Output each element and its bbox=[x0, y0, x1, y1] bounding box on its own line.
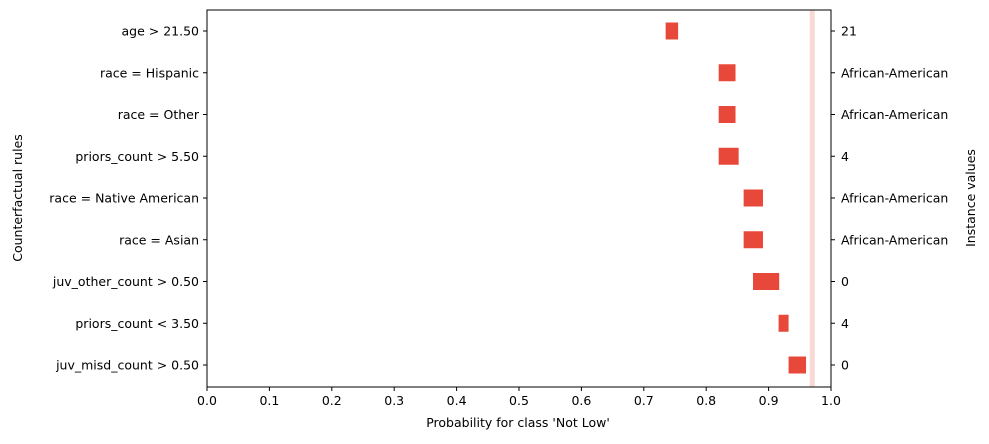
rule-label: race = Other bbox=[118, 107, 200, 122]
rule-label: race = Asian bbox=[119, 232, 199, 247]
interval-bar bbox=[778, 314, 789, 332]
x-axis-label: Probability for class 'Not Low' bbox=[426, 415, 610, 430]
plot-frame bbox=[206, 9, 832, 388]
instance-value-label: 0 bbox=[841, 274, 849, 289]
instance-value-label: 4 bbox=[841, 149, 849, 164]
x-tick-label: 0.0 bbox=[197, 393, 217, 408]
x-tick-label: 0.5 bbox=[509, 393, 529, 408]
x-tick-label: 1.0 bbox=[821, 393, 841, 408]
instance-value-label: 21 bbox=[841, 24, 857, 39]
x-tick-label: 0.1 bbox=[259, 393, 279, 408]
rule-label: age > 21.50 bbox=[122, 24, 200, 39]
x-tick-label: 0.6 bbox=[571, 393, 591, 408]
instance-value-label: African-American bbox=[841, 232, 948, 247]
rule-label: priors_count < 3.50 bbox=[75, 316, 199, 331]
rule-label: race = Hispanic bbox=[100, 65, 199, 80]
rule-label: juv_misd_count > 0.50 bbox=[55, 358, 199, 373]
interval-bar bbox=[718, 64, 736, 82]
instance-value-label: 4 bbox=[841, 316, 849, 331]
x-tick-label: 0.8 bbox=[696, 393, 716, 408]
x-tick-label: 0.4 bbox=[447, 393, 467, 408]
rule-label: priors_count > 5.50 bbox=[75, 149, 199, 164]
x-tick-label: 0.7 bbox=[634, 393, 654, 408]
rule-label: juv_other_count > 0.50 bbox=[52, 274, 199, 289]
instance-value-label: African-American bbox=[841, 65, 948, 80]
rule-label: race = Native American bbox=[49, 191, 199, 206]
y2-axis-label: Instance values bbox=[963, 149, 978, 247]
interval-bar bbox=[665, 22, 679, 40]
instance-value-label: 0 bbox=[841, 358, 849, 373]
reference-line bbox=[809, 10, 815, 387]
x-tick-label: 0.3 bbox=[384, 393, 404, 408]
interval-bar bbox=[718, 106, 736, 123]
instance-value-label: African-American bbox=[841, 191, 948, 206]
x-tick-label: 0.9 bbox=[759, 393, 779, 408]
interval-bar bbox=[743, 231, 763, 249]
interval-bar bbox=[753, 273, 780, 290]
instance-value-label: African-American bbox=[841, 107, 948, 122]
interval-bar bbox=[788, 356, 807, 374]
x-tick-label: 0.2 bbox=[322, 393, 342, 408]
y-axis-label: Counterfactual rules bbox=[10, 134, 25, 262]
interval-bar bbox=[743, 189, 763, 207]
interval-bar bbox=[718, 147, 739, 165]
